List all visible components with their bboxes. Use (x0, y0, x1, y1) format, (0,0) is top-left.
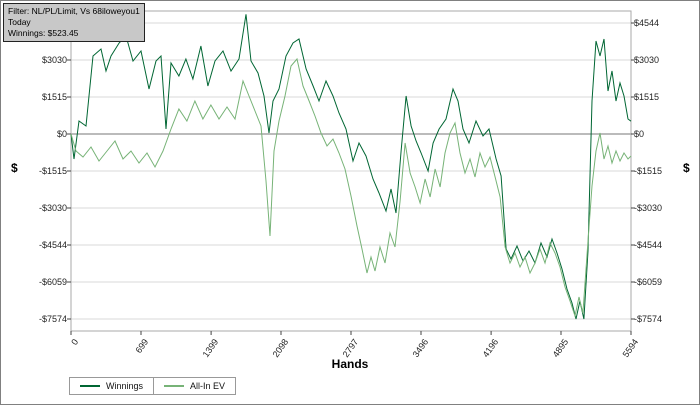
y-axis-title-right: $ (683, 161, 690, 175)
y-axis-tick-label-left: $1515 (41, 91, 67, 102)
legend-line-swatch (80, 385, 100, 387)
legend-label: Winnings (106, 381, 144, 391)
y-axis-tick-label-left: -$3030 (38, 203, 67, 213)
y-axis-tick-label-right: -$6059 (634, 276, 663, 287)
filter-info-winnings: Winnings: $523.45 (8, 28, 79, 39)
y-axis-tick-label-right: -$4544 (634, 239, 663, 250)
y-axis-tick-label-left: -$4544 (38, 239, 67, 250)
legend-label: All-In EV (190, 381, 226, 391)
filter-info-box: Filter: NL/PL/Limit, Vs 68iloweyou1 Toda… (3, 3, 145, 43)
legend: Winnings All-In EV (69, 377, 237, 395)
y-axis-tick-label-right: -$7574 (634, 314, 663, 324)
y-axis-tick-label-right: -$1515 (634, 166, 663, 176)
legend-line-swatch (164, 385, 185, 387)
y-axis-tick-label-right: $0 (634, 129, 645, 139)
y-axis-tick-label-left: -$7574 (38, 314, 67, 324)
y-axis-tick-label-left: $0 (56, 129, 67, 139)
y-axis-title-left: $ (11, 161, 18, 175)
legend-item-all-in-ev: All-In EV (153, 377, 237, 395)
y-axis-tick-label-left: $3030 (41, 54, 67, 65)
all-in-ev-line (70, 57, 632, 318)
y-axis-tick-label-left: -$6059 (38, 276, 67, 287)
x-axis-title: Hands (331, 357, 369, 371)
y-axis-tick-label-right: -$3030 (634, 203, 663, 213)
y-axis-tick-label-left: -$1515 (38, 166, 67, 176)
y-axis-tick-label-right: $3030 (634, 54, 660, 65)
y-axis-tick-label-right: $1515 (634, 91, 660, 102)
legend-item-winnings: Winnings (69, 377, 155, 395)
winnings-line (70, 14, 632, 320)
filter-info-line: Filter: NL/PL/Limit, Vs 68iloweyou1 (8, 6, 140, 16)
y-axis-tick-label-right: $4544 (634, 18, 660, 28)
filter-info-period: Today (8, 17, 31, 28)
